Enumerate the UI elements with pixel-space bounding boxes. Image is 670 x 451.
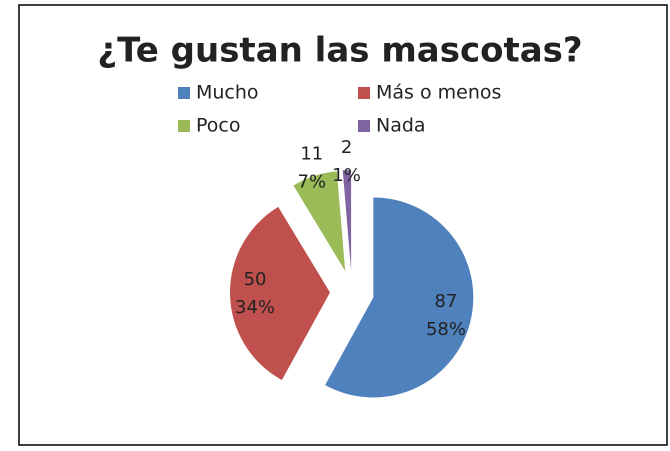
data-label: 11 xyxy=(300,143,323,164)
legend-label: Mucho xyxy=(196,82,259,104)
pie-slice xyxy=(325,197,474,398)
data-label-percent: 34% xyxy=(235,297,275,318)
legend-label: Nada xyxy=(376,115,426,137)
data-label: 2 xyxy=(341,137,352,158)
legend-swatch xyxy=(178,120,190,132)
pie-slice xyxy=(230,206,331,381)
legend-swatch xyxy=(358,87,370,99)
data-label-percent: 7% xyxy=(298,171,327,192)
pie-slice xyxy=(293,171,346,272)
legend-label: Más o menos xyxy=(376,82,501,104)
legend-label: Poco xyxy=(196,115,240,137)
chart-title: ¿Te gustan las mascotas? xyxy=(97,31,582,71)
pie-slice xyxy=(342,170,352,271)
data-label-percent: 58% xyxy=(426,319,466,340)
data-label-percent: 1% xyxy=(332,165,361,186)
data-label: 50 xyxy=(244,269,267,290)
data-label: 87 xyxy=(434,291,457,312)
legend-swatch xyxy=(178,87,190,99)
legend-swatch xyxy=(358,120,370,132)
